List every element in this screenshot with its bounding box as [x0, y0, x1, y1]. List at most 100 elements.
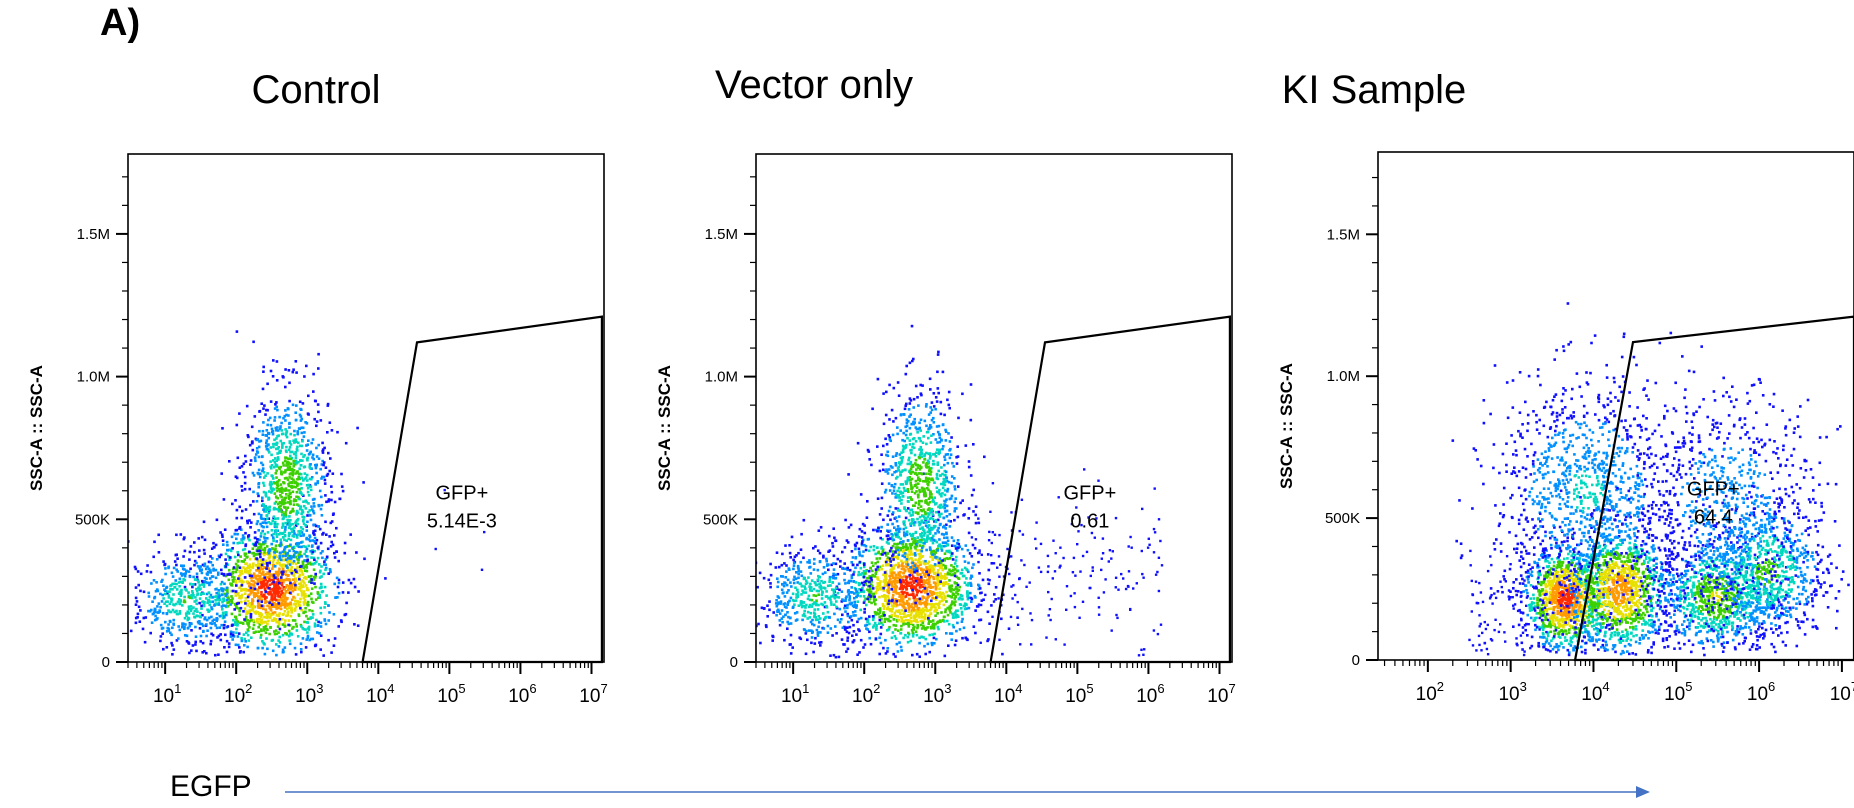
event-point — [301, 593, 304, 597]
event-point — [260, 628, 263, 631]
event-point — [917, 472, 920, 475]
event-point — [955, 575, 959, 579]
event-point — [955, 629, 958, 633]
event-point — [241, 509, 244, 513]
event-point — [229, 573, 232, 576]
event-point — [290, 598, 294, 601]
event-point — [205, 634, 208, 638]
event-point — [288, 523, 292, 526]
event-point — [887, 599, 891, 603]
event-point — [257, 612, 261, 615]
event-point — [936, 477, 940, 481]
event-point — [275, 617, 278, 621]
event-point — [277, 580, 281, 584]
event-point — [868, 591, 871, 595]
event-point — [920, 555, 924, 559]
event-point — [922, 596, 926, 599]
event-point — [242, 560, 245, 563]
event-point — [873, 600, 876, 603]
event-point — [913, 570, 916, 574]
event-point — [865, 516, 869, 519]
event-point — [888, 608, 891, 611]
event-point — [908, 433, 912, 436]
event-point — [927, 578, 931, 581]
gate-polygon[interactable] — [361, 315, 604, 664]
event-point — [918, 549, 921, 552]
event-point — [257, 468, 261, 472]
event-point — [892, 652, 895, 656]
event-point — [910, 542, 913, 546]
event-point — [918, 453, 922, 457]
event-point — [902, 568, 906, 571]
event-point — [328, 611, 331, 614]
event-point — [915, 549, 918, 552]
event-point — [889, 560, 892, 563]
event-point — [276, 613, 279, 617]
event-point — [326, 431, 329, 434]
event-point — [308, 580, 311, 584]
event-point — [293, 585, 297, 588]
event-point — [942, 544, 946, 548]
event-point — [313, 644, 317, 648]
event-point — [314, 572, 317, 576]
event-point — [281, 565, 284, 568]
event-point — [273, 576, 277, 579]
event-point — [257, 445, 261, 449]
event-point — [279, 587, 282, 590]
event-point — [274, 403, 277, 406]
event-point — [256, 646, 260, 650]
event-point — [909, 604, 912, 608]
event-point — [278, 561, 281, 565]
event-point — [934, 606, 937, 609]
event-point — [321, 459, 324, 463]
event-point — [918, 602, 921, 605]
event-point — [159, 639, 162, 643]
event-point — [286, 614, 290, 617]
event-point — [941, 559, 944, 562]
event-point — [255, 522, 259, 526]
event-point — [939, 438, 943, 441]
event-point — [214, 602, 218, 605]
event-point — [914, 462, 917, 465]
event-point — [201, 641, 205, 645]
event-point — [258, 549, 262, 553]
event-point — [833, 536, 836, 540]
event-point — [251, 602, 254, 606]
event-point — [313, 536, 317, 540]
event-point — [944, 510, 947, 513]
event-point — [264, 507, 267, 510]
event-point — [917, 476, 920, 479]
event-point — [259, 636, 262, 639]
event-point — [195, 599, 198, 602]
event-point — [908, 549, 911, 553]
event-point — [900, 617, 904, 620]
event-point — [314, 483, 317, 486]
event-point — [299, 550, 302, 554]
event-point — [277, 572, 280, 576]
event-point — [287, 495, 291, 498]
event-point — [153, 595, 157, 599]
event-point — [867, 450, 871, 453]
event-point — [949, 570, 952, 573]
event-point — [269, 487, 273, 490]
event-point — [900, 624, 903, 628]
event-point — [246, 628, 250, 631]
event-point — [254, 610, 258, 613]
event-point — [288, 639, 291, 642]
event-point — [312, 578, 316, 581]
event-point — [952, 588, 956, 592]
event-point — [275, 589, 279, 593]
event-point — [918, 616, 921, 619]
event-point — [898, 453, 902, 456]
event-point — [228, 460, 231, 463]
event-point — [248, 557, 252, 561]
event-point — [906, 500, 910, 503]
event-point — [937, 526, 940, 530]
event-point — [903, 591, 906, 594]
event-point — [278, 556, 282, 560]
event-point — [202, 585, 206, 588]
event-point — [248, 626, 251, 629]
event-point — [319, 467, 322, 471]
event-point — [956, 621, 959, 625]
event-point — [933, 632, 936, 636]
